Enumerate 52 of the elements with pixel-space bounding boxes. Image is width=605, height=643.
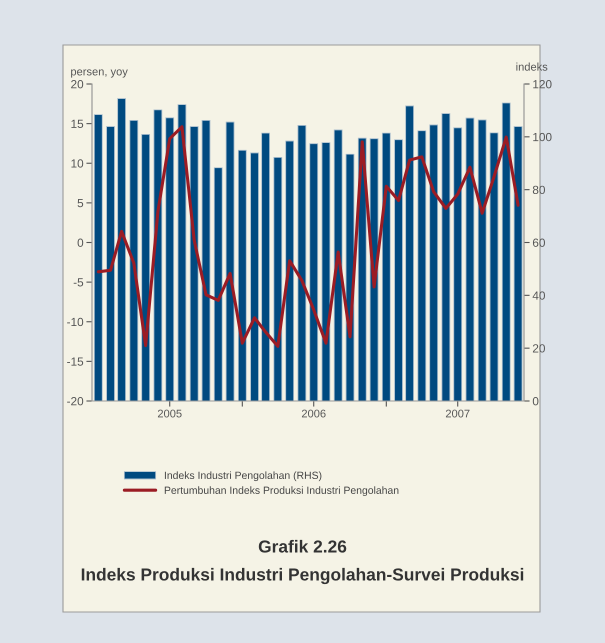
bar: [261, 132, 270, 401]
x-tick-label: 2006: [302, 410, 326, 418]
bar: [490, 132, 498, 401]
y-tick-label: 5: [78, 199, 84, 208]
y2-tick-label: 120: [533, 80, 552, 88]
y-tick-label: 0: [78, 238, 84, 247]
bar: [394, 139, 403, 401]
bar: [250, 152, 259, 401]
y-tick-label: 20: [71, 80, 84, 88]
x-tick-label: 2007: [446, 410, 470, 418]
bar: [442, 113, 450, 401]
line-series: [96, 125, 520, 348]
y2-tick-label: 100: [533, 132, 552, 142]
y-tick-label: -10: [67, 318, 84, 326]
bar: [502, 102, 511, 401]
y-tick-label: 15: [71, 120, 84, 128]
bar: [334, 130, 343, 401]
bar: [309, 143, 318, 401]
bar: [165, 117, 174, 401]
text: Grafik 2.26: [258, 540, 346, 553]
bar: [129, 120, 138, 401]
bar: [298, 125, 306, 401]
legend-label: Indeks Industri Pengolahan (RHS): [164, 471, 322, 482]
bar: [94, 114, 103, 401]
y-tick-label: -20: [67, 397, 84, 406]
bar: [226, 122, 234, 401]
y-tick-label: -15: [67, 358, 84, 366]
bar: [117, 98, 126, 401]
y2-tick-label: 0: [532, 397, 538, 406]
bar: [238, 150, 247, 401]
bar: [514, 126, 522, 401]
bar: [190, 126, 199, 401]
bar: [106, 126, 115, 401]
legend-label: Pertumbuhan Indeks Produksi Industri Pengolahan: [164, 486, 398, 496]
bar: [214, 167, 223, 401]
bar: [382, 132, 391, 401]
bar: [429, 124, 438, 401]
y-tick-label: 10: [71, 159, 84, 168]
bar: [202, 120, 210, 401]
y-tick-label: -5: [74, 278, 84, 287]
text: Indeks Produksi Industri Pengolahan-Survei Produksi: [82, 568, 524, 584]
bar: [405, 106, 414, 401]
bar: [417, 130, 426, 401]
bar: [178, 104, 186, 401]
bar: [478, 120, 487, 401]
bar: [453, 127, 462, 401]
bar: [273, 157, 282, 401]
bar: [466, 118, 474, 401]
y-axis-title: persen, yoy: [71, 69, 128, 78]
x-tick-label: 2005: [158, 410, 182, 418]
bar: [322, 142, 330, 401]
bar: [285, 140, 294, 401]
